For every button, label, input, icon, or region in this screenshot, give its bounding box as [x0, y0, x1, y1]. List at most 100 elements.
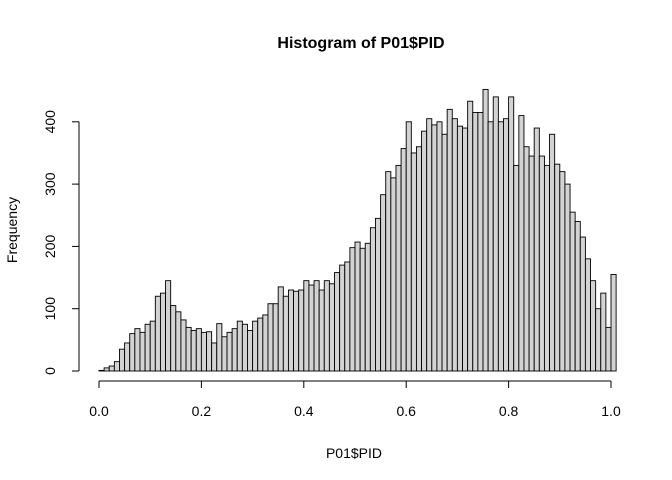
histogram-bar — [605, 326, 612, 372]
histogram-bar — [503, 118, 510, 372]
histogram-bar — [518, 115, 525, 372]
histogram-bar — [405, 121, 412, 372]
histogram-bar — [185, 326, 192, 372]
histogram-bar — [590, 280, 597, 372]
histogram-bar — [579, 236, 586, 372]
histogram-bar — [308, 284, 315, 372]
histogram-bar — [426, 118, 433, 372]
histogram-bar — [231, 328, 238, 372]
bars-group — [98, 88, 617, 372]
y-tick-label: 0 — [42, 367, 58, 375]
histogram-bar — [241, 323, 248, 372]
histogram-bar — [528, 155, 535, 372]
histogram-bar — [369, 227, 376, 372]
histogram-bar — [446, 108, 453, 372]
histogram-bar — [170, 305, 177, 372]
histogram-bar — [395, 164, 402, 372]
histogram-bar — [421, 130, 428, 372]
histogram-bar — [282, 295, 289, 372]
y-axis-label: Frequency — [4, 197, 20, 263]
histogram-bar — [272, 303, 279, 372]
histogram-bar — [211, 342, 218, 372]
histogram-bar — [462, 127, 469, 372]
histogram-bar — [595, 308, 602, 372]
histogram-bar — [108, 365, 115, 372]
histogram-bar — [400, 148, 407, 372]
histogram-bar — [364, 242, 371, 372]
histogram-bar — [482, 88, 489, 372]
histogram-bar — [569, 211, 576, 372]
x-axis: 0.0 0.2 0.4 0.6 0.8 1.0 — [89, 380, 621, 419]
histogram-bar — [543, 164, 551, 372]
histogram-bar — [200, 331, 207, 372]
histogram-bar — [154, 295, 161, 372]
histogram-bar — [119, 348, 126, 372]
x-tick-label: 0.2 — [192, 403, 212, 419]
histogram-bar — [165, 280, 172, 372]
histogram-bar — [298, 289, 305, 372]
histogram-bar — [103, 367, 110, 372]
histogram-bar — [216, 323, 223, 372]
histogram-bar — [533, 127, 540, 372]
histogram-bar — [293, 290, 300, 372]
histogram-bar — [318, 289, 325, 372]
histogram-bar — [584, 258, 591, 372]
histogram-bar — [451, 118, 458, 372]
histogram-bar — [206, 331, 213, 372]
histogram-bar — [487, 121, 494, 372]
histogram-bar — [221, 336, 228, 372]
histogram-bar — [134, 328, 141, 372]
histogram-bar — [554, 163, 561, 372]
histogram-bar — [477, 111, 484, 372]
histogram-bar — [375, 217, 382, 372]
histogram-bar — [195, 328, 202, 372]
histogram-bar — [344, 261, 351, 372]
histogram-bar — [303, 280, 310, 372]
histogram-bar — [600, 292, 607, 372]
histogram-bar — [436, 121, 443, 372]
histogram-bar — [287, 289, 295, 372]
histogram-bar — [441, 133, 448, 372]
x-tick-label: 0.6 — [396, 403, 416, 419]
histogram-bar — [538, 155, 545, 372]
histogram-bar — [313, 280, 320, 372]
x-tick-label: 1.0 — [601, 403, 621, 419]
x-tick-label: 0.4 — [294, 403, 314, 419]
y-tick-label: 200 — [42, 235, 58, 259]
chart-title: Histogram of P01$PID — [277, 35, 444, 52]
histogram-bar — [262, 314, 269, 372]
histogram-bar — [456, 125, 463, 372]
histogram-bar — [349, 247, 356, 372]
histogram-bar — [610, 273, 617, 372]
histogram-bar — [159, 292, 167, 372]
histogram-bar — [334, 272, 341, 372]
histogram-bar — [410, 152, 417, 372]
histogram-bar — [180, 319, 187, 372]
histogram-bar — [385, 171, 392, 372]
histogram-bar — [226, 331, 233, 372]
histogram-bar — [523, 146, 530, 372]
y-axis: 0 100 200 300 400 — [42, 110, 80, 375]
histogram-bar — [252, 320, 259, 372]
histogram-bar — [497, 121, 504, 372]
histogram-bar — [564, 183, 571, 372]
histogram-bar — [247, 330, 254, 372]
histogram-bar — [139, 331, 146, 372]
histogram-bar — [190, 330, 197, 372]
histogram-bar — [339, 264, 346, 372]
histogram-bar — [359, 247, 366, 372]
histogram-bar — [113, 361, 120, 372]
y-tick-label: 400 — [42, 110, 58, 134]
histogram-bar — [508, 96, 515, 372]
y-tick-label: 300 — [42, 172, 58, 196]
histogram-bar — [149, 320, 156, 372]
histogram-bar — [236, 320, 243, 372]
histogram-bar — [492, 96, 499, 372]
histogram-bar — [513, 164, 520, 372]
histogram-bar — [472, 111, 479, 372]
histogram-bar — [574, 221, 581, 372]
x-tick-label: 0.8 — [499, 403, 519, 419]
histogram-bar — [380, 194, 387, 372]
histogram-bar — [124, 342, 131, 372]
